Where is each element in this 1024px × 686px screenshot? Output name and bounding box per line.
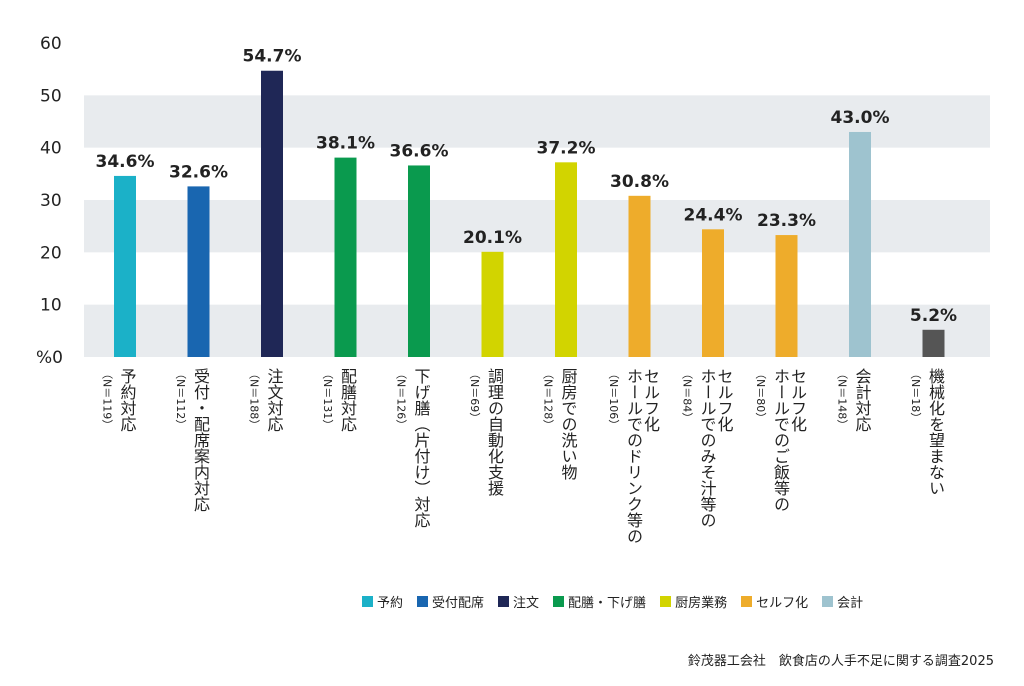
source-note: 鈴茂器工会社 飲食店の人手不足に関する調査2025 [687,654,994,669]
bar [334,157,357,357]
category-label: ホールでのご飯等の [771,368,790,512]
legend-swatch [822,596,834,607]
y-tick-label: 40 [40,139,62,159]
n-label: （N＝119） [101,368,114,430]
legend: 予約 受付配席 注文 配膳・下げ膳 厨房業務 セルフ化 会計 [362,592,863,611]
bar [775,235,798,357]
bar [628,195,651,357]
data-label: 5.2% [910,306,957,326]
category-label: 下げ膳（片付け）対応 [412,368,431,528]
bar [114,175,136,357]
data-label: 43.0% [831,108,890,128]
category-label: 配膳対応 [338,368,357,432]
y-tick-label: 20 [40,243,62,263]
data-label: 24.4% [684,205,743,225]
legend-swatch [498,596,510,607]
data-label: 32.6% [169,162,228,182]
data-label: 54.7% [243,47,302,67]
category-label: セルフ化 [715,368,734,432]
legend-swatch [417,596,429,607]
legend-label: セルフ化 [756,596,809,611]
y-base-label: %0 [36,348,63,368]
bar-chart: 60 50 40 30 20 10 %0 34.6% 予約対応 （N＝119） 32.6% 受付・配席… [36,34,990,544]
data-label: 23.3% [757,211,816,231]
bar [481,251,504,357]
n-label: （N＝188） [248,368,261,430]
data-label: 30.8% [610,172,669,192]
n-label: （N＝80） [754,368,767,423]
bar [261,70,283,357]
legend-label: 予約 [377,596,404,611]
data-label: 34.6% [96,152,155,172]
legend-swatch [553,596,565,607]
category-label: 機械化を望まない [926,368,945,496]
n-label: （N＝69） [468,368,481,423]
grid-band [84,95,990,148]
legend-label: 厨房業務 [675,596,728,611]
category-label: ホールでのドリンク等の [624,368,643,544]
grid-band [84,304,990,357]
bar [702,229,724,357]
category-label: ホールでのみそ汁等の [698,368,717,528]
n-label: （N＝148） [836,368,849,430]
category-label: 調理の自動化支援 [485,368,504,497]
y-tick-label: 60 [40,34,62,54]
bar [849,131,871,357]
legend-item: 受付配席 [417,592,484,611]
legend-item: 注文 [498,592,539,611]
legend-item: 配膳・下げ膳 [553,592,646,611]
bar [555,162,577,357]
legend-label: 会計 [837,596,864,611]
bar [922,329,945,357]
category-label: 注文対応 [265,368,284,432]
n-label: （N＝126） [395,368,408,430]
data-label: 38.1% [316,134,375,154]
n-label: （N＝131） [321,368,334,430]
legend-item: 厨房業務 [660,592,727,611]
legend-item: 予約 [362,592,403,611]
data-label: 20.1% [463,228,522,248]
category-label: セルフ化 [788,368,807,432]
y-tick-label: 30 [40,191,62,211]
y-tick-label: 50 [40,86,62,106]
n-label: （N＝84） [681,368,694,423]
category-label: セルフ化 [641,368,660,432]
legend-swatch [741,596,753,607]
n-label: （N＝106） [607,368,620,430]
legend-swatch [660,596,672,607]
bar [408,165,430,357]
category-label: 受付・配席案内対応 [191,368,210,512]
category-label: 会計対応 [853,368,872,432]
bar [187,186,210,357]
legend-item: セルフ化 [741,592,808,611]
legend-swatch [362,596,373,607]
n-label: （N＝112） [174,368,187,430]
grid-band [84,200,990,253]
data-label: 36.6% [390,141,449,161]
category-label: 予約対応 [118,368,137,432]
y-tick-label: 10 [40,296,62,316]
legend-item: 会計 [822,592,863,611]
data-label: 37.2% [537,138,596,158]
n-label: （N＝18） [909,368,922,423]
category-label: 厨房での洗い物 [559,368,578,481]
n-label: （N＝128） [542,368,555,430]
legend-label: 受付配席 [432,596,485,611]
legend-label: 注文 [513,596,540,611]
legend-label: 配膳・下げ膳 [568,596,647,611]
